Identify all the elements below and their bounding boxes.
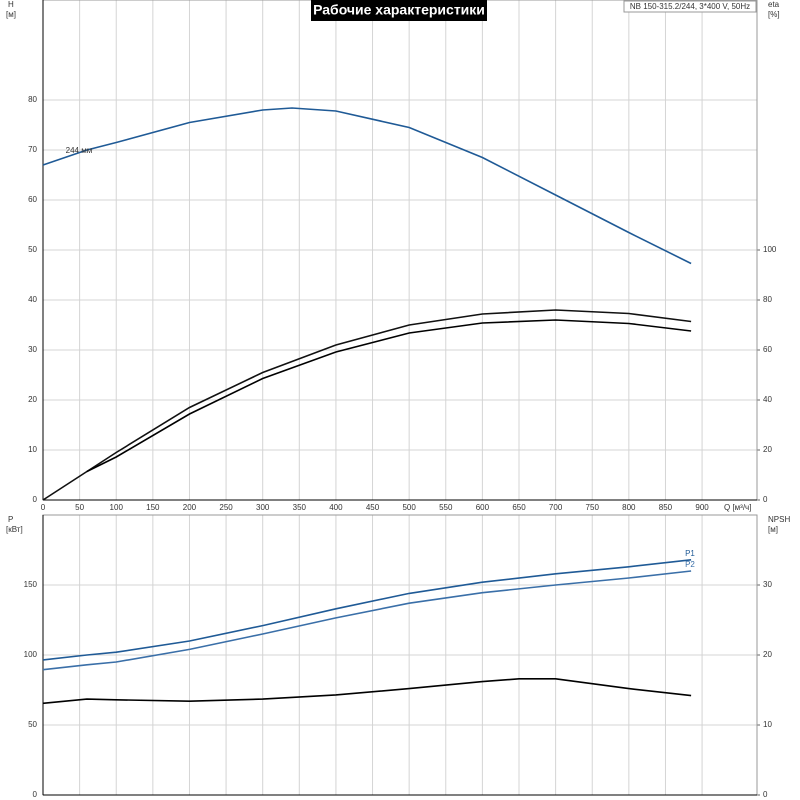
y2-tick-label: 30 bbox=[763, 580, 772, 589]
chart-title: Рабочие характеристики bbox=[313, 2, 485, 18]
x-tick-label: 0 bbox=[41, 503, 46, 512]
x-tick-label: 350 bbox=[293, 503, 307, 512]
x-tick-label: 300 bbox=[256, 503, 270, 512]
y-tick-label: 0 bbox=[33, 790, 38, 799]
y-axis-label: H bbox=[8, 0, 14, 9]
y2-tick-label: 0 bbox=[763, 790, 768, 799]
y2-tick-label: 60 bbox=[763, 345, 772, 354]
x-tick-label: 800 bbox=[622, 503, 636, 512]
x-tick-label: 550 bbox=[439, 503, 453, 512]
y2-tick-label: 10 bbox=[763, 720, 772, 729]
curve bbox=[42, 107, 692, 265]
x-tick-label: 750 bbox=[586, 503, 600, 512]
x-tick-label: 900 bbox=[695, 503, 709, 512]
title-box bbox=[311, 0, 487, 21]
y2-tick-label: 20 bbox=[763, 650, 772, 659]
y-tick-label: 50 bbox=[28, 245, 37, 254]
curve bbox=[42, 309, 692, 501]
y2-tick-label: 100 bbox=[763, 245, 777, 254]
x-tick-label: 500 bbox=[402, 503, 416, 512]
y2-axis-unit: [м] bbox=[768, 525, 778, 534]
x-tick-label: 150 bbox=[146, 503, 160, 512]
y2-tick-label: 80 bbox=[763, 295, 772, 304]
y-tick-label: 80 bbox=[28, 95, 37, 104]
y-tick-label: 20 bbox=[28, 395, 37, 404]
series-label: P1 bbox=[685, 549, 695, 558]
subtitle-box bbox=[623, 0, 757, 13]
x-tick-label: 200 bbox=[183, 503, 197, 512]
annotation: 244 мм bbox=[66, 146, 93, 155]
subtitle: NB 150-315.2/244, 3*400 V, 50Hz bbox=[630, 2, 750, 11]
curve bbox=[86, 319, 692, 473]
x-tick-label: 50 bbox=[75, 503, 84, 512]
y-tick-label: 10 bbox=[28, 445, 37, 454]
x-tick-label: 450 bbox=[366, 503, 380, 512]
y2-tick-label: 40 bbox=[763, 395, 772, 404]
curve bbox=[42, 570, 692, 671]
x-tick-label: 400 bbox=[329, 503, 343, 512]
curve bbox=[42, 678, 692, 705]
y-tick-label: 60 bbox=[28, 195, 37, 204]
y2-axis-label: eta bbox=[768, 0, 780, 9]
curve bbox=[42, 559, 692, 661]
y-axis-unit: [м] bbox=[6, 10, 16, 19]
y-axis-unit: [кВт] bbox=[6, 525, 23, 534]
y2-axis-unit: [%] bbox=[768, 10, 780, 19]
y-tick-label: 40 bbox=[28, 295, 37, 304]
y2-tick-label: 0 bbox=[763, 495, 768, 504]
x-tick-label: 250 bbox=[219, 503, 233, 512]
y-tick-label: 100 bbox=[24, 650, 38, 659]
y2-tick-label: 20 bbox=[763, 445, 772, 454]
x-tick-label: 100 bbox=[110, 503, 124, 512]
x-tick-label: 600 bbox=[476, 503, 490, 512]
y-tick-label: 50 bbox=[28, 720, 37, 729]
y2-axis-label: NPSH bbox=[768, 515, 790, 524]
x-axis-label: Q [м³/ч] bbox=[724, 503, 751, 512]
series-label: P2 bbox=[685, 560, 695, 569]
y-axis-label: P bbox=[8, 515, 13, 524]
x-tick-label: 700 bbox=[549, 503, 563, 512]
y-tick-label: 70 bbox=[28, 145, 37, 154]
y-tick-label: 150 bbox=[24, 580, 38, 589]
x-tick-label: 650 bbox=[512, 503, 526, 512]
x-tick-label: 850 bbox=[659, 503, 673, 512]
y-tick-label: 0 bbox=[33, 495, 38, 504]
y-tick-label: 30 bbox=[28, 345, 37, 354]
